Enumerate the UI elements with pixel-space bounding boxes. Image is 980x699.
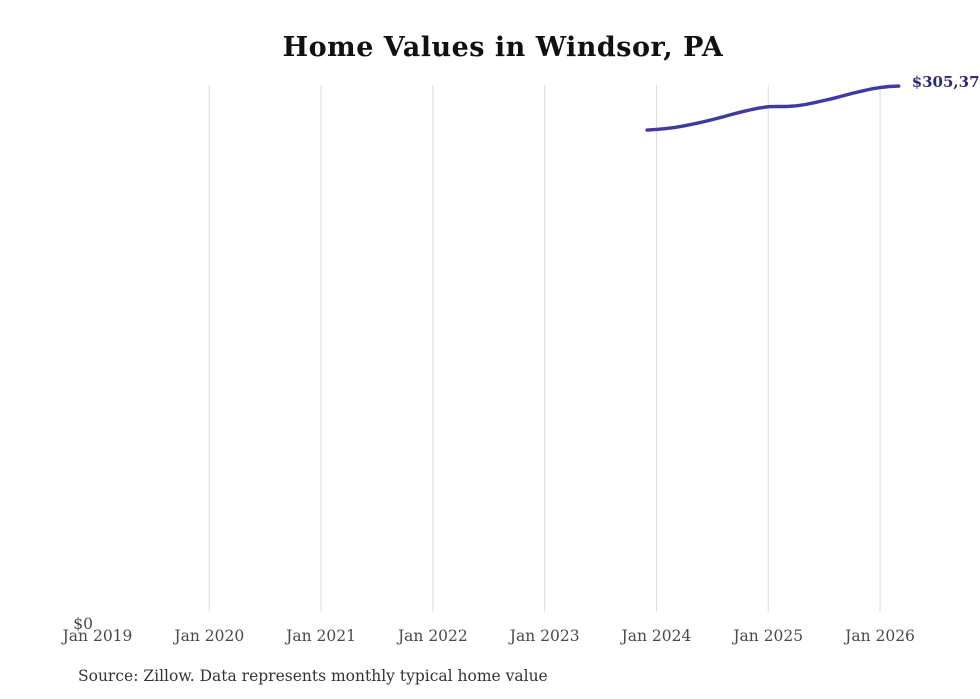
source-note: Source: Zillow. Data represents monthly …	[78, 667, 548, 685]
chart-title: Home Values in Windsor, PA	[282, 32, 724, 63]
x-axis-tick-label: Jan 2024	[620, 627, 692, 645]
x-axis-tick-label: Jan 2021	[284, 627, 356, 645]
x-axis-labels: Jan 2019 Jan 2020 Jan 2021 Jan 2022 Jan 2023…	[61, 627, 915, 645]
x-axis-tick-label: Jan 2022	[396, 627, 468, 645]
home-value-line	[645, 84, 901, 132]
end-value-label: $305,377	[912, 73, 980, 91]
x-axis-tick-label: Jan 2026	[843, 627, 915, 645]
gridlines	[208, 85, 881, 612]
x-axis-tick-label: Jan 2020	[172, 627, 244, 645]
x-axis-tick-label: Jan 2019	[61, 627, 133, 645]
y-axis-zero-label: $0	[73, 615, 93, 633]
x-axis-tick-label: Jan 2025	[731, 627, 803, 645]
x-axis-tick-label: Jan 2023	[508, 627, 580, 645]
